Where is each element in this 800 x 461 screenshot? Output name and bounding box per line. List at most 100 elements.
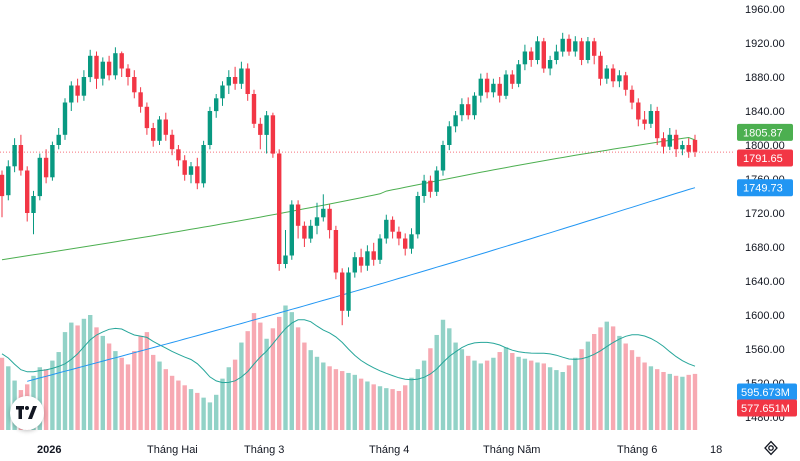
candle xyxy=(37,153,42,201)
volume-ma-line xyxy=(1,319,696,384)
candle-body xyxy=(491,83,496,93)
volume-bar xyxy=(321,362,326,430)
candle-body xyxy=(673,134,679,150)
volume-bar xyxy=(188,389,194,430)
tradingview-logo-glyph xyxy=(16,406,37,419)
tradingview-logo-icon[interactable] xyxy=(10,396,44,430)
candle xyxy=(207,106,213,150)
volume-bar xyxy=(453,342,458,430)
price-tick-label: 1840.00 xyxy=(745,106,785,118)
price-tick-label: 1680.00 xyxy=(745,242,785,254)
candle xyxy=(377,234,383,264)
candle xyxy=(434,166,439,196)
candle xyxy=(176,145,181,167)
candle xyxy=(478,73,483,103)
volume-bar xyxy=(100,335,105,430)
candle-body xyxy=(617,75,622,82)
candle-body xyxy=(277,153,282,264)
candle-body xyxy=(94,55,99,79)
candle xyxy=(566,34,572,56)
candle-body xyxy=(453,115,458,127)
volume-bar xyxy=(365,381,370,430)
candle-body xyxy=(12,145,17,167)
candle-body xyxy=(623,75,628,90)
volume-bar xyxy=(510,353,515,430)
volume-bar xyxy=(289,312,294,430)
candle-body xyxy=(245,68,250,94)
candle-body xyxy=(295,204,301,226)
candle xyxy=(75,78,80,103)
candle xyxy=(585,37,591,64)
candle xyxy=(396,226,402,246)
time-tick-label: Tháng Năm xyxy=(483,444,540,456)
candle-body xyxy=(56,134,61,145)
candle xyxy=(484,72,490,99)
candle xyxy=(516,60,521,88)
candle-body xyxy=(62,102,68,135)
price-tick-label: 1920.00 xyxy=(745,38,785,50)
volume-bar xyxy=(0,357,5,430)
gear-icon[interactable] xyxy=(763,440,779,456)
candle xyxy=(88,49,93,83)
volume-bar xyxy=(106,343,112,430)
last-price-badge-bg xyxy=(737,149,793,167)
time-tick-label: Tháng 3 xyxy=(244,444,284,456)
volume-badge: 577.651M xyxy=(737,399,797,417)
volume-bar xyxy=(88,315,93,430)
volume-bar xyxy=(333,369,339,430)
candle xyxy=(226,70,231,94)
candle-body xyxy=(560,38,565,52)
candle-body xyxy=(125,68,131,77)
volume-bar xyxy=(50,360,55,430)
candle-body xyxy=(314,217,320,226)
candle xyxy=(655,106,660,145)
volume-bar xyxy=(251,313,257,430)
candle-body xyxy=(592,41,597,56)
volume-badge-text: 577.651M xyxy=(741,403,790,415)
candle xyxy=(232,66,238,90)
candle-body xyxy=(510,74,515,84)
volume-bar xyxy=(547,367,553,430)
candle-body xyxy=(403,238,408,249)
candle xyxy=(195,157,200,190)
volume-bar xyxy=(113,351,118,430)
volume-bar xyxy=(604,321,609,430)
volume-bar xyxy=(270,328,276,430)
candle-body xyxy=(119,53,124,69)
candle xyxy=(371,242,376,266)
candle-body xyxy=(151,128,156,141)
volume-bar xyxy=(6,366,11,430)
volume-bar xyxy=(629,350,635,430)
candle-body xyxy=(283,255,288,264)
volume-ma-badge: 595.673M xyxy=(737,383,797,401)
candle xyxy=(0,170,5,218)
candle xyxy=(440,140,446,176)
volume-bar xyxy=(169,375,175,430)
volume-bar xyxy=(62,332,68,430)
volume-bar xyxy=(377,386,383,430)
volume-bar xyxy=(258,322,263,430)
candle xyxy=(579,37,584,66)
candle-body xyxy=(566,38,572,52)
volume-bar xyxy=(119,357,124,430)
volume-bar xyxy=(352,374,357,430)
volume-ma-badge-bg xyxy=(737,383,797,401)
volume-bar xyxy=(610,326,616,430)
candle-body xyxy=(655,111,660,139)
volume-bar xyxy=(535,362,540,430)
candle xyxy=(680,140,685,156)
candle-body xyxy=(182,160,187,175)
volume-bar xyxy=(560,372,565,430)
candle xyxy=(43,149,49,184)
candle-body xyxy=(434,170,439,192)
candle-body xyxy=(396,231,402,239)
candle xyxy=(346,267,351,317)
candle-body xyxy=(554,51,559,60)
candle-body xyxy=(535,41,540,60)
candle xyxy=(94,51,99,89)
time-axis: 2026 Tháng Hai Tháng 3 Tháng 4 Tháng Năm Thán… xyxy=(37,444,722,456)
candle-body xyxy=(352,257,357,273)
candle xyxy=(648,104,654,128)
candle-body xyxy=(106,61,112,76)
